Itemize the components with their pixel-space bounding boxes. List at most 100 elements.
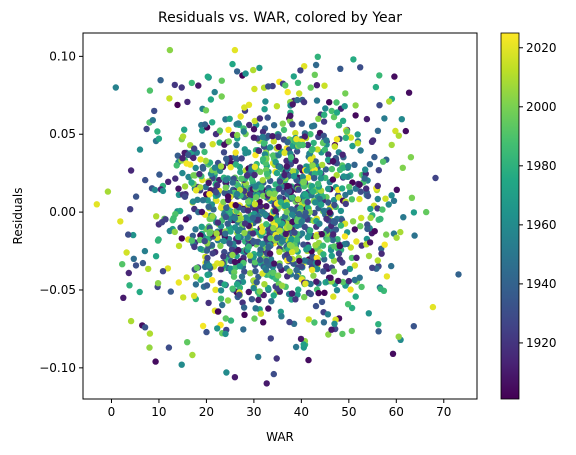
y-tick-label: 0.05 (49, 127, 76, 141)
scatter-point (354, 140, 361, 147)
scatter-point (151, 107, 158, 115)
scatter-point (295, 210, 303, 218)
scatter-point (276, 263, 283, 270)
scatter-point (203, 282, 211, 289)
scatter-point (259, 177, 266, 184)
scatter-point (275, 133, 282, 141)
scatter-point (283, 157, 290, 164)
scatter-point (351, 262, 359, 269)
scatter-point (178, 361, 185, 368)
scatter-point (357, 223, 364, 230)
scatter-point (171, 81, 178, 89)
scatter-point (159, 187, 167, 195)
scatter-point (272, 207, 279, 215)
scatter-point (375, 328, 382, 335)
scatter-point (262, 98, 269, 105)
scatter-point (293, 222, 301, 230)
scatter-point (127, 317, 135, 325)
scatter-point (392, 127, 399, 135)
scatter-point (291, 229, 298, 236)
scatter-point (246, 121, 253, 129)
scatter-point (244, 207, 252, 214)
scatter-point (235, 120, 242, 127)
scatter-point (318, 231, 325, 238)
scatter-point (386, 98, 393, 105)
scatter-point (329, 157, 337, 165)
scatter-point (197, 156, 204, 163)
scatter-point (306, 227, 314, 234)
scatter-point (192, 226, 199, 233)
scatter-point (205, 203, 212, 210)
scatter-point (259, 240, 266, 247)
scatter-point (214, 219, 222, 226)
scatter-point (254, 216, 262, 223)
scatter-point (248, 296, 256, 303)
scatter-point (315, 115, 322, 123)
scatter-point (281, 171, 288, 179)
scatter-point (341, 233, 349, 240)
scatter-point (132, 262, 140, 269)
scatter-point (246, 191, 254, 198)
scatter-point (308, 123, 316, 130)
scatter-point (315, 289, 322, 297)
scatter-point (300, 98, 308, 106)
scatter-point (313, 265, 321, 273)
scatter-point (273, 355, 280, 362)
scatter-point (352, 293, 359, 300)
scatter-point (127, 206, 134, 213)
scatter-point (339, 117, 347, 125)
scatter-point (301, 223, 308, 230)
scatter-point (312, 199, 319, 206)
scatter-point (198, 127, 206, 134)
scatter-point (263, 257, 270, 265)
scatter-point (367, 205, 374, 213)
scatter-point (369, 264, 376, 271)
scatter-point (199, 197, 207, 204)
scatter-point (227, 317, 235, 324)
scatter-point (117, 218, 124, 225)
scatter-point (310, 139, 317, 147)
scatter-point (221, 281, 228, 288)
scatter-point (237, 168, 244, 176)
scatter-point (366, 239, 374, 246)
scatter-point (270, 138, 277, 145)
scatter-point (363, 185, 370, 192)
scatter-point (204, 271, 211, 278)
scatter-point (273, 103, 281, 110)
scatter-point (190, 154, 197, 162)
scatter-point (262, 211, 269, 219)
scatter-point (251, 259, 259, 266)
scatter-point (290, 73, 297, 80)
scatter-point (294, 79, 302, 87)
scatter-point (245, 288, 252, 296)
scatter-point (202, 107, 210, 114)
scatter-point (222, 230, 229, 237)
scatter-point (257, 310, 265, 317)
scatter-point (336, 256, 344, 263)
scatter-point (104, 188, 112, 195)
scatter-point (283, 163, 290, 170)
x-tick-label: 10 (151, 405, 166, 419)
scatter-point (205, 299, 212, 307)
scatter-point (297, 335, 305, 343)
scatter-point (237, 113, 244, 120)
scatter-point (158, 219, 166, 226)
scatter-point (371, 228, 378, 235)
scatter-point (304, 141, 312, 149)
scatter-point (238, 155, 245, 162)
scatter-point (297, 67, 304, 74)
scatter-point (309, 188, 317, 195)
scatter-point (233, 190, 241, 198)
scatter-point (313, 233, 320, 240)
scatter-point (395, 333, 402, 340)
scatter-point (326, 99, 333, 106)
scatter-point (267, 335, 274, 342)
scatter-point (321, 82, 328, 89)
scatter-point (229, 60, 236, 68)
scatter-point (305, 356, 312, 364)
scatter-point (167, 288, 174, 295)
scatter-point (245, 101, 253, 109)
scatter-point (230, 273, 238, 280)
scatter-point (185, 151, 192, 158)
scatter-point (313, 97, 321, 104)
